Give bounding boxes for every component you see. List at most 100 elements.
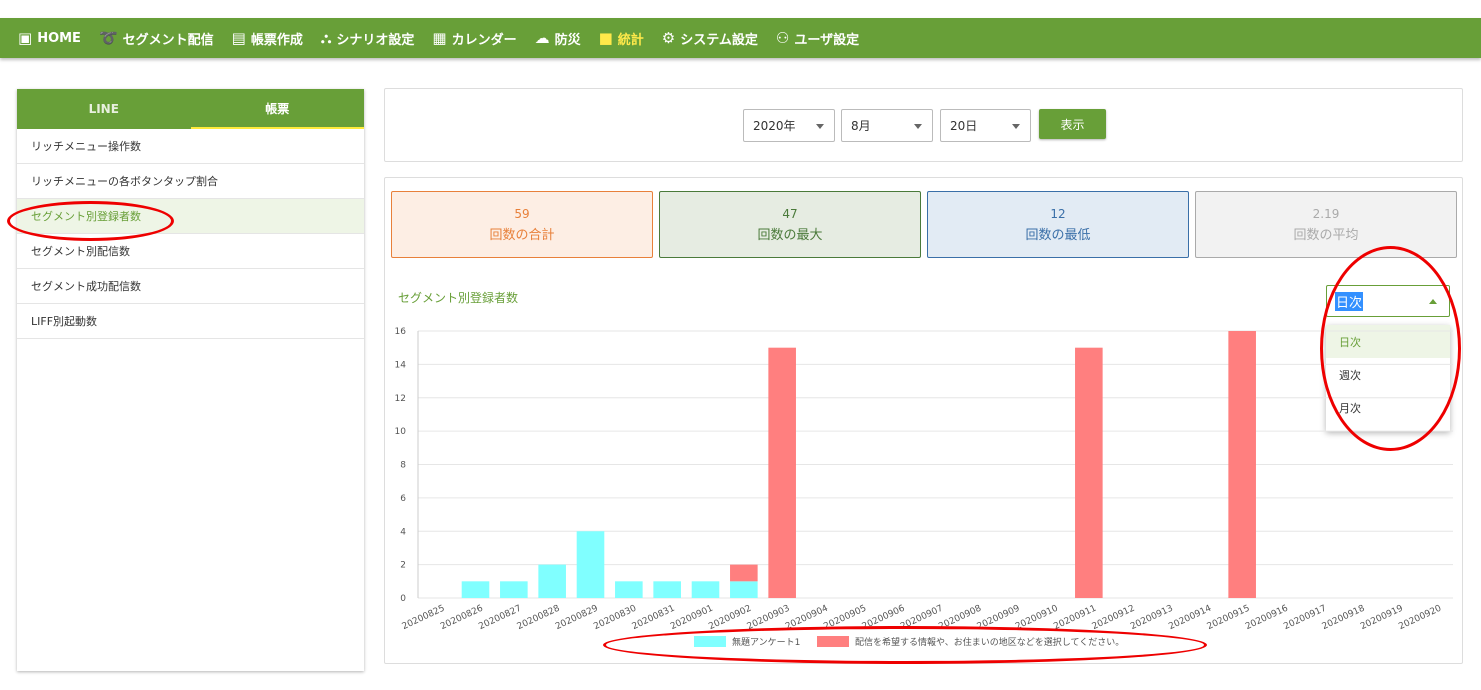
nav-item-label: HOME — [37, 30, 81, 46]
y-tick-label: 12 — [395, 394, 406, 404]
y-tick-label: 0 — [400, 594, 406, 604]
chevron-down-icon — [914, 124, 922, 129]
y-tick-label: 4 — [400, 527, 406, 537]
x-tick-label: 20200905 — [822, 604, 868, 632]
year-select[interactable]: 2020年 — [743, 109, 835, 142]
nav-item-label: システム設定 — [680, 32, 758, 48]
show-button[interactable]: 表示 — [1039, 109, 1106, 139]
stat-total-label: 回数の合計 — [489, 227, 555, 243]
stat-total: 59 回数の合計 — [391, 191, 653, 258]
y-tick-label: 10 — [395, 427, 407, 437]
bar-20200826-series1 — [461, 581, 490, 598]
y-tick-label: 2 — [400, 561, 406, 571]
x-tick-label: 20200918 — [1321, 604, 1367, 633]
y-tick-label: 6 — [400, 494, 406, 504]
legend-label-series1: 無題アンケート1 — [732, 636, 800, 648]
nav-item-label: 帳票作成 — [250, 32, 303, 48]
x-tick-label: 20200916 — [1244, 604, 1290, 633]
stat-max-label: 回数の最大 — [757, 227, 823, 243]
nav-item-label: ユーザ設定 — [794, 32, 860, 48]
day-select[interactable]: 20日 — [940, 109, 1031, 142]
nav-item-1[interactable]: ➰ セグメント配信 — [99, 18, 214, 58]
x-tick-label: 20200915 — [1206, 604, 1252, 632]
stat-min-label: 回数の最低 — [1025, 227, 1091, 243]
legend-label-series2: 配信を希望する情報や、お住まいの地区などを選択してください。 — [855, 636, 1124, 648]
nav-item-label: セグメント配信 — [122, 32, 214, 48]
chevron-up-icon — [1429, 299, 1437, 304]
nav-item-label: 統計 — [617, 32, 644, 48]
period-select-value: 日次 — [1335, 291, 1364, 311]
nav-item-4[interactable]: ▦ カレンダー — [432, 18, 516, 58]
bar-20200831-series1 — [653, 581, 681, 598]
x-tick-label: 20200902 — [707, 604, 753, 632]
x-tick-label: 20200830 — [592, 604, 638, 633]
x-tick-label: 20200906 — [861, 604, 907, 633]
sidebar-item-rich-menu-tap-ratio[interactable]: リッチメニューの各ボタンタップ割合 — [17, 164, 364, 199]
x-tick-label: 20200901 — [669, 604, 715, 632]
bar-20200828-series1 — [538, 564, 566, 598]
users-icon: ⚇ — [775, 28, 790, 47]
bar-20200827-series1 — [500, 581, 528, 598]
broadcast-icon: ➰ — [98, 28, 118, 47]
chart-title: セグメント別登録者数 — [398, 291, 519, 305]
nav-item-3[interactable]: ⛬ シナリオ設定 — [321, 18, 415, 58]
nav-item-0[interactable]: ▣ HOME — [18, 18, 81, 58]
x-tick-label: 20200829 — [554, 604, 600, 633]
stat-max-value: 47 — [782, 206, 798, 221]
legend-swatch-series1 — [694, 636, 726, 647]
stats-chart-card: 59 回数の合計 47 回数の最大 12 回数の最低 2.19 回数の平均 セグ… — [384, 177, 1463, 664]
period-option-monthly[interactable]: 月次 — [1339, 401, 1361, 415]
calendar-icon: ▦ — [432, 28, 447, 47]
x-tick-label: 20200907 — [899, 604, 945, 632]
sidebar-item-rich-menu-ops[interactable]: リッチメニュー操作数 — [17, 129, 364, 164]
nav-item-5[interactable]: ☁ 防災 — [535, 18, 581, 58]
nav-item-8[interactable]: ⚇ ユーザ設定 — [776, 18, 859, 58]
document-icon: ▤ — [231, 28, 246, 47]
day-select-value: 20日 — [950, 119, 978, 133]
sidebar-item-segment-registrants[interactable]: セグメント別登録者数 — [17, 199, 364, 234]
month-select-value: 8月 — [851, 119, 871, 133]
stat-total-value: 59 — [514, 206, 530, 221]
nav-item-label: カレンダー — [451, 32, 517, 48]
x-tick-label: 20200908 — [937, 604, 983, 633]
bar-20200901-series1 — [691, 581, 720, 598]
bar-20200915-series2 — [1228, 331, 1256, 598]
x-tick-label: 20200911 — [1052, 604, 1098, 632]
stat-average-value: 2.19 — [1312, 206, 1340, 221]
sidebar-tabs: LINE 帳票 — [17, 89, 364, 129]
sidebar-item-liff-launches[interactable]: LIFF別起動数 — [17, 304, 364, 339]
nav-item-2[interactable]: ▤ 帳票作成 — [232, 18, 303, 58]
nav-item-6[interactable]: ■ 統計 — [599, 18, 644, 58]
y-tick-label: 8 — [400, 461, 406, 471]
bar-20200903-series2 — [768, 347, 796, 598]
stat-max: 47 回数の最大 — [659, 191, 921, 258]
period-select[interactable]: 日次 — [1326, 285, 1450, 317]
stat-average: 2.19 回数の平均 — [1195, 191, 1457, 258]
chevron-down-icon — [1012, 124, 1020, 129]
tab-report[interactable]: 帳票 — [190, 89, 364, 129]
year-select-value: 2020年 — [753, 119, 796, 133]
period-option-weekly[interactable]: 週次 — [1339, 368, 1361, 382]
cloud-icon: ☁ — [534, 28, 550, 47]
tab-line[interactable]: LINE — [88, 102, 119, 116]
sidebar-item-segment-deliveries[interactable]: セグメント別配信数 — [17, 234, 364, 269]
x-tick-label: 20200909 — [976, 604, 1022, 633]
sidebar-card: LINE 帳票 リッチメニュー操作数 リッチメニューの各ボタンタップ割合 セグメ… — [17, 89, 364, 671]
legend-swatch-series2 — [817, 636, 849, 647]
top-nav-bar: ▣ HOME ➰ セグメント配信 ▤ 帳票作成 ⛬ シナリオ設定 ▦ カレンダー ☁ 防災 ■ 統計 ⚙ シス… — [0, 18, 1481, 58]
nav-item-7[interactable]: ⚙ システム設定 — [662, 18, 758, 58]
x-tick-label: 20200831 — [631, 604, 677, 632]
stat-min-value: 12 — [1050, 206, 1066, 221]
bar-20200830-series1 — [615, 581, 643, 598]
chevron-down-icon — [816, 124, 824, 129]
scenario-icon: ⛬ — [320, 28, 332, 47]
x-tick-label: 20200903 — [746, 604, 792, 632]
gear-icon: ⚙ — [661, 28, 676, 47]
bar-20200902-series1 — [730, 581, 758, 598]
nav-item-label: 防災 — [554, 32, 581, 48]
y-tick-label: 14 — [395, 360, 407, 370]
sidebar-item-segment-success[interactable]: セグメント成功配信数 — [17, 269, 364, 304]
x-tick-label: 20200913 — [1129, 604, 1175, 632]
month-select[interactable]: 8月 — [841, 109, 933, 142]
x-tick-label: 20200917 — [1282, 604, 1328, 632]
